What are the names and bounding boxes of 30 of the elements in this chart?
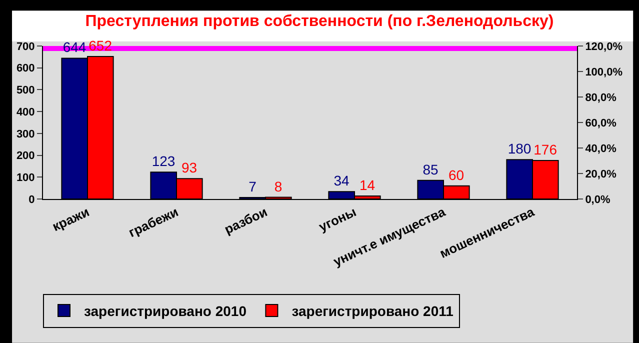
legend-label: зарегистрировано 2010 <box>84 302 247 319</box>
y-tick-label: 300 <box>16 128 35 140</box>
data-label: 85 <box>422 161 438 178</box>
data-label: 8 <box>274 178 282 194</box>
y-tick-label: 0 <box>28 194 35 206</box>
data-label: 176 <box>534 142 558 158</box>
y2-tick-label: 40,0% <box>585 142 617 155</box>
chart-title: Преступления против собственности (по г.Зеленодольску) <box>85 13 554 30</box>
data-label: 7 <box>248 178 257 194</box>
data-label: 180 <box>508 140 532 157</box>
y-tick-label: 700 <box>16 40 35 53</box>
y-tick-label: 100 <box>16 172 35 184</box>
y2-tick-label: 80,0% <box>585 92 617 104</box>
data-label: 14 <box>360 176 376 193</box>
legend-label: зарегистрировано 2011 <box>292 302 454 319</box>
y-tick-label: 200 <box>16 150 35 162</box>
data-label: 123 <box>152 153 176 170</box>
y2-tick-label: 0,0% <box>585 194 610 206</box>
y-tick-label: 400 <box>16 106 35 118</box>
data-label: 34 <box>334 172 350 189</box>
x-tick-label: кражи <box>50 204 92 234</box>
y2-tick-label: 60,0% <box>585 117 617 130</box>
y-tick-label: 600 <box>16 62 35 75</box>
y2-tick-label: 20,0% <box>585 168 617 180</box>
data-label: 93 <box>182 160 198 176</box>
data-label: 60 <box>448 166 464 183</box>
y2-tick-label: 120,0% <box>585 40 623 53</box>
y2-tick-label: 100,0% <box>585 66 623 78</box>
data-label: 652 <box>88 37 112 54</box>
y-tick-label: 500 <box>16 84 35 97</box>
